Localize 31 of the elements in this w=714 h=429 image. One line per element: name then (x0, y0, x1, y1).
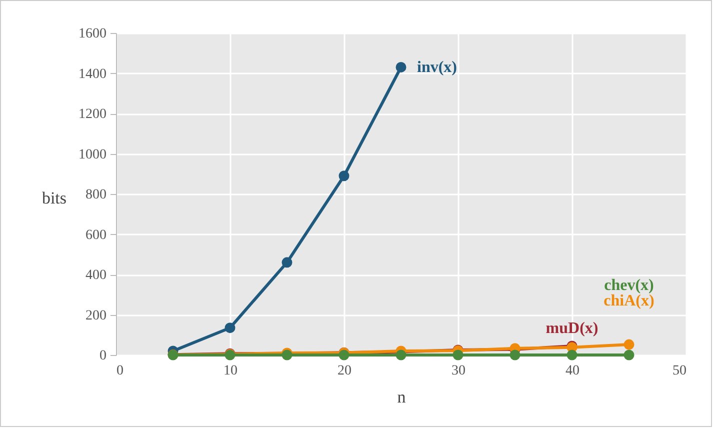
x-tick-label: 10 (224, 364, 238, 378)
point (282, 257, 292, 268)
x-axis-title: n (397, 388, 406, 406)
x-tick-label: 30 (452, 364, 466, 378)
point (396, 62, 406, 72)
series-label: muD(x) (546, 320, 598, 337)
series-label: inv(x) (417, 59, 457, 76)
text: chev(x) (604, 277, 654, 294)
x-tick-label: 40 (566, 364, 580, 378)
x-tick-label: 20 (338, 364, 352, 378)
y-tick-label: 600 (86, 228, 106, 243)
point (338, 170, 350, 182)
y-axis-title: bits (42, 188, 66, 208)
point (624, 350, 634, 360)
point (396, 350, 406, 360)
point (224, 322, 236, 334)
y-tick-label: 1600 (78, 26, 106, 42)
y-tick-label: 400 (86, 268, 106, 283)
text: chiA(x) (604, 292, 654, 310)
point (452, 350, 464, 360)
point (510, 350, 520, 360)
x-tick-label: 0 (116, 364, 124, 378)
y-tick-label: 1000 (78, 147, 106, 162)
point (566, 350, 578, 360)
y-tick-label: 800 (86, 188, 106, 202)
x-tick-label: 50 (672, 364, 686, 378)
y-tick-label: 200 (86, 308, 106, 324)
y-tick-label: 0 (100, 348, 106, 364)
point (624, 339, 634, 350)
y-tick-label: 1400 (78, 66, 106, 82)
y-tick-label: 1200 (78, 107, 106, 122)
